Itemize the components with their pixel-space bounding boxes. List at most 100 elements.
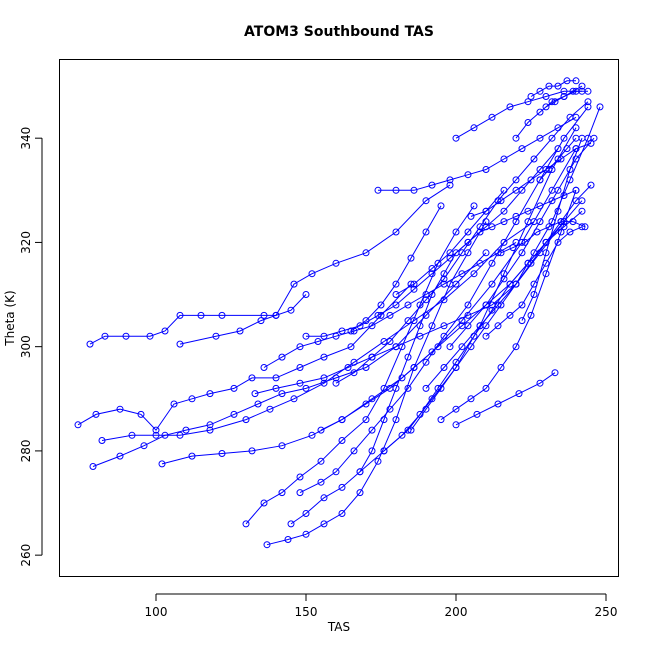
data-point <box>584 103 592 111</box>
data-point <box>512 212 520 220</box>
data-point <box>410 285 418 293</box>
data-point <box>476 228 484 236</box>
data-point <box>512 343 520 351</box>
data-point <box>362 317 370 325</box>
data-point <box>500 155 508 163</box>
data-point <box>497 197 505 205</box>
data-point <box>464 228 472 236</box>
data-point <box>500 186 508 194</box>
data-point <box>296 473 304 481</box>
series-line-32 <box>395 189 505 295</box>
data-point <box>524 218 532 226</box>
data-point <box>314 338 322 345</box>
series-line-10 <box>254 221 565 395</box>
data-point <box>512 280 520 288</box>
x-tick-label: 100 <box>145 605 168 619</box>
data-point <box>584 87 592 95</box>
data-point <box>422 296 430 304</box>
data-point <box>560 87 568 95</box>
data-point <box>452 358 460 366</box>
data-point <box>542 93 550 100</box>
data-point <box>428 348 436 356</box>
data-point <box>542 103 550 111</box>
data-point <box>488 223 496 231</box>
data-point <box>320 494 328 502</box>
data-point <box>446 249 454 257</box>
data-point <box>422 405 430 413</box>
data-point <box>338 327 346 335</box>
data-point <box>428 322 436 330</box>
data-point <box>416 322 424 330</box>
data-point <box>494 400 502 408</box>
data-point <box>260 364 268 371</box>
data-point <box>212 332 220 340</box>
data-point <box>440 270 448 278</box>
data-point <box>302 291 310 298</box>
data-point <box>566 228 574 236</box>
data-point <box>320 379 328 387</box>
data-point <box>551 369 559 377</box>
data-point <box>554 207 562 215</box>
data-point <box>578 207 586 215</box>
data-point <box>176 431 184 439</box>
data-point <box>302 510 310 517</box>
data-point <box>452 364 460 371</box>
data-point <box>530 155 538 163</box>
data-point <box>545 82 553 90</box>
data-point <box>524 98 532 106</box>
data-point <box>422 228 430 236</box>
data-point <box>392 301 400 309</box>
data-point <box>506 311 514 319</box>
data-point <box>380 416 388 424</box>
data-point <box>428 181 436 189</box>
data-point <box>446 181 454 189</box>
data-point <box>554 145 562 153</box>
series-line-25 <box>500 221 586 254</box>
data-point <box>542 270 550 278</box>
data-point <box>584 98 592 106</box>
data-point <box>512 218 520 226</box>
data-point <box>497 249 505 257</box>
data-point <box>434 259 442 267</box>
data-point <box>566 166 574 173</box>
y-tick-label: 260 <box>19 544 33 567</box>
series-line-11 <box>263 241 517 368</box>
data-point <box>74 421 82 429</box>
data-point <box>527 176 535 184</box>
data-point <box>422 358 430 366</box>
data-point <box>404 384 412 392</box>
data-point <box>206 390 214 398</box>
data-point <box>368 395 376 403</box>
data-point <box>236 327 244 335</box>
data-point <box>536 218 544 226</box>
data-point <box>467 343 475 351</box>
data-point <box>368 353 376 361</box>
data-point <box>464 301 472 309</box>
data-point <box>572 124 580 132</box>
data-point <box>557 218 565 226</box>
data-point <box>452 405 460 413</box>
data-point <box>596 103 604 111</box>
data-point <box>398 374 406 382</box>
data-point <box>548 134 556 142</box>
data-point <box>470 202 478 210</box>
series-line-13 <box>320 200 583 431</box>
data-point <box>248 374 256 382</box>
series-line-29 <box>539 137 577 181</box>
data-point <box>554 155 562 163</box>
data-point <box>302 384 310 392</box>
data-point <box>116 452 124 460</box>
data-point <box>572 113 580 121</box>
data-point <box>452 134 460 142</box>
series-line-24 <box>485 226 583 337</box>
data-point <box>536 202 544 210</box>
data-point <box>101 332 109 340</box>
data-point <box>464 322 472 330</box>
data-point <box>542 249 550 257</box>
data-point <box>242 416 250 424</box>
data-point <box>338 510 346 517</box>
data-point <box>488 113 496 121</box>
data-point <box>161 327 169 335</box>
data-point <box>536 108 544 116</box>
